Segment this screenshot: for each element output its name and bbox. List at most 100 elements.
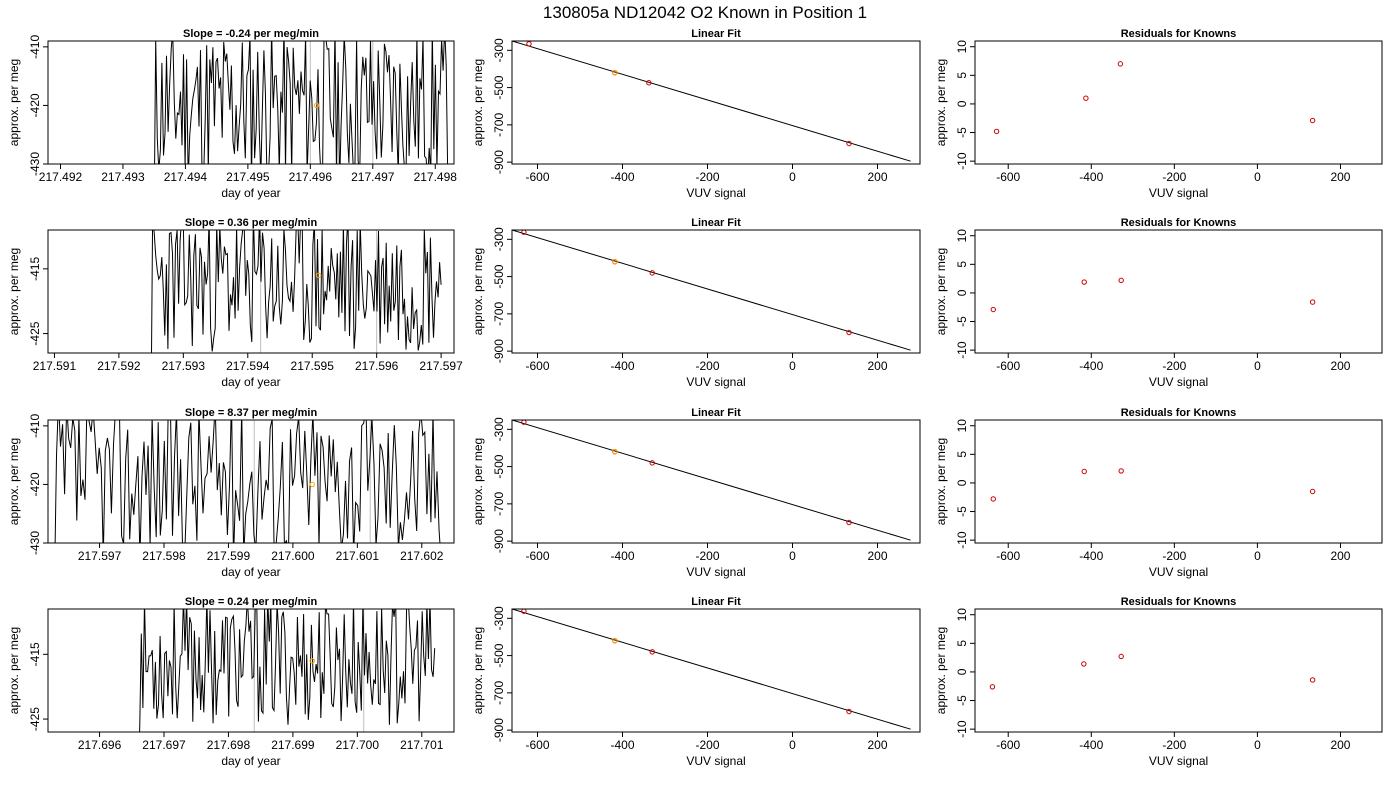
x-tick-label: 200 xyxy=(867,359,887,373)
x-axis-label: VUV signal xyxy=(686,565,745,579)
y-tick-label: -900 xyxy=(492,529,506,553)
panel-title: Slope = 8.37 per meg/min xyxy=(185,407,318,419)
data-point xyxy=(526,41,532,47)
data-point xyxy=(646,80,652,86)
y-tick-label: 0 xyxy=(955,668,969,675)
y-tick-label: -500 xyxy=(492,264,506,288)
panel-3-1: Linear Fit -600 -400 -200 0 200 -300 -500 -700 -9… xyxy=(471,596,921,768)
x-tick-label: 200 xyxy=(867,549,887,563)
x-tick-label: -200 xyxy=(1162,738,1186,752)
data-point xyxy=(649,649,655,655)
x-tick-label: 217.701 xyxy=(400,738,444,752)
x-tick-label: 217.602 xyxy=(400,549,444,563)
plot-frame xyxy=(511,40,921,165)
plot-frame xyxy=(47,229,455,354)
y-tick-label: -300 xyxy=(492,417,506,441)
y-tick-label: -430 xyxy=(28,152,42,176)
y-tick-label: -700 xyxy=(492,492,506,516)
y-axis-label: approx. per meg xyxy=(7,438,21,525)
y-tick-label: 5 xyxy=(955,261,969,268)
data-point xyxy=(1083,95,1089,101)
panel-2-2: Residuals for Knowns -600 -400 -200 0 200 10 5 0… xyxy=(934,407,1383,579)
y-tick-label: -300 xyxy=(492,38,506,62)
fit-line xyxy=(512,230,911,351)
y-tick-label: -425 xyxy=(28,321,42,345)
fit-line xyxy=(512,41,911,162)
plot-frame xyxy=(47,608,455,733)
y-axis-label: approx. per meg xyxy=(7,248,21,335)
x-tick-label: -200 xyxy=(695,738,719,752)
x-tick-label: 217.599 xyxy=(207,549,251,563)
plot-area xyxy=(989,653,1316,690)
plot-area xyxy=(512,609,911,730)
known-marker xyxy=(309,481,315,488)
data-point xyxy=(989,684,996,690)
x-tick-label: 217.495 xyxy=(226,170,270,184)
panel-title: Residuals for Knowns xyxy=(1121,28,1237,40)
y-tick-label: -5 xyxy=(955,316,969,327)
x-tick-label: 217.596 xyxy=(355,359,399,373)
x-axis-label: day of year xyxy=(221,375,280,389)
y-tick-label: -5 xyxy=(955,695,969,706)
known-marker xyxy=(309,658,315,664)
plot-frame xyxy=(511,419,921,544)
panel-3-2: Residuals for Knowns -600 -400 -200 0 200 10 5 0… xyxy=(934,596,1383,768)
x-tick-label: -200 xyxy=(1162,549,1186,563)
x-tick-label: 0 xyxy=(789,170,796,184)
y-tick-label: -10 xyxy=(955,531,969,549)
x-tick-label: 217.700 xyxy=(336,738,380,752)
plot-frame xyxy=(511,229,921,354)
known-marker xyxy=(612,637,618,644)
y-tick-label: -300 xyxy=(492,227,506,251)
known-marker xyxy=(612,69,618,76)
y-tick-label: -410 xyxy=(28,35,42,59)
data-point xyxy=(1118,468,1124,474)
x-axis-label: day of year xyxy=(221,186,280,200)
y-tick-label: -410 xyxy=(28,414,42,438)
panel-2-1: Linear Fit -600 -400 -200 0 200 -300 -500 -700 -9… xyxy=(471,407,921,579)
panel-0-2: Residuals for Knowns -600 -400 -200 0 200 10 5 0… xyxy=(934,28,1383,200)
x-tick-label: 217.595 xyxy=(291,359,335,373)
x-tick-label: -400 xyxy=(1079,359,1103,373)
known-marker xyxy=(612,258,618,265)
x-tick-label: 200 xyxy=(1330,170,1350,184)
plot-frame xyxy=(47,419,455,544)
panel-title: Linear Fit xyxy=(691,217,741,229)
x-tick-label: -600 xyxy=(996,359,1020,373)
x-tick-label: 0 xyxy=(789,359,796,373)
y-tick-label: -5 xyxy=(955,127,969,138)
data-point xyxy=(1117,61,1124,67)
y-tick-label: -900 xyxy=(492,150,506,174)
y-tick-label: -500 xyxy=(492,75,506,99)
x-tick-label: -600 xyxy=(996,549,1020,563)
plot-frame xyxy=(47,40,455,165)
y-tick-label: -5 xyxy=(955,506,969,517)
data-point xyxy=(846,329,852,336)
x-tick-label: 217.492 xyxy=(39,170,83,184)
x-tick-label: -200 xyxy=(695,359,719,373)
x-tick-label: -400 xyxy=(610,170,634,184)
y-tick-label: -415 xyxy=(28,257,42,281)
data-point xyxy=(1309,488,1316,495)
plot-area xyxy=(990,277,1316,313)
plot-area xyxy=(512,41,911,162)
data-point xyxy=(1309,117,1316,124)
panel-title: Linear Fit xyxy=(691,407,741,419)
y-axis-label: approx. per meg xyxy=(471,627,485,714)
known-marker xyxy=(612,448,618,455)
x-tick-label: 200 xyxy=(867,738,887,752)
x-tick-label: 217.699 xyxy=(271,738,315,752)
y-tick-label: -415 xyxy=(28,642,42,666)
y-tick-label: -10 xyxy=(955,341,969,359)
y-tick-label: 5 xyxy=(955,451,969,458)
x-tick-label: 217.600 xyxy=(271,549,315,563)
x-axis-label: VUV signal xyxy=(686,754,745,768)
x-tick-label: 0 xyxy=(1254,738,1261,752)
data-point xyxy=(846,140,852,147)
panel-1-0: Slope = 0.36 per meg/min 217.591 217.592 21… xyxy=(7,217,463,389)
y-axis-label: approx. per meg xyxy=(934,627,948,714)
plot-area xyxy=(512,230,911,351)
y-tick-label: -420 xyxy=(28,93,42,117)
x-tick-label: 0 xyxy=(789,549,796,563)
x-tick-label: 217.697 xyxy=(142,738,186,752)
